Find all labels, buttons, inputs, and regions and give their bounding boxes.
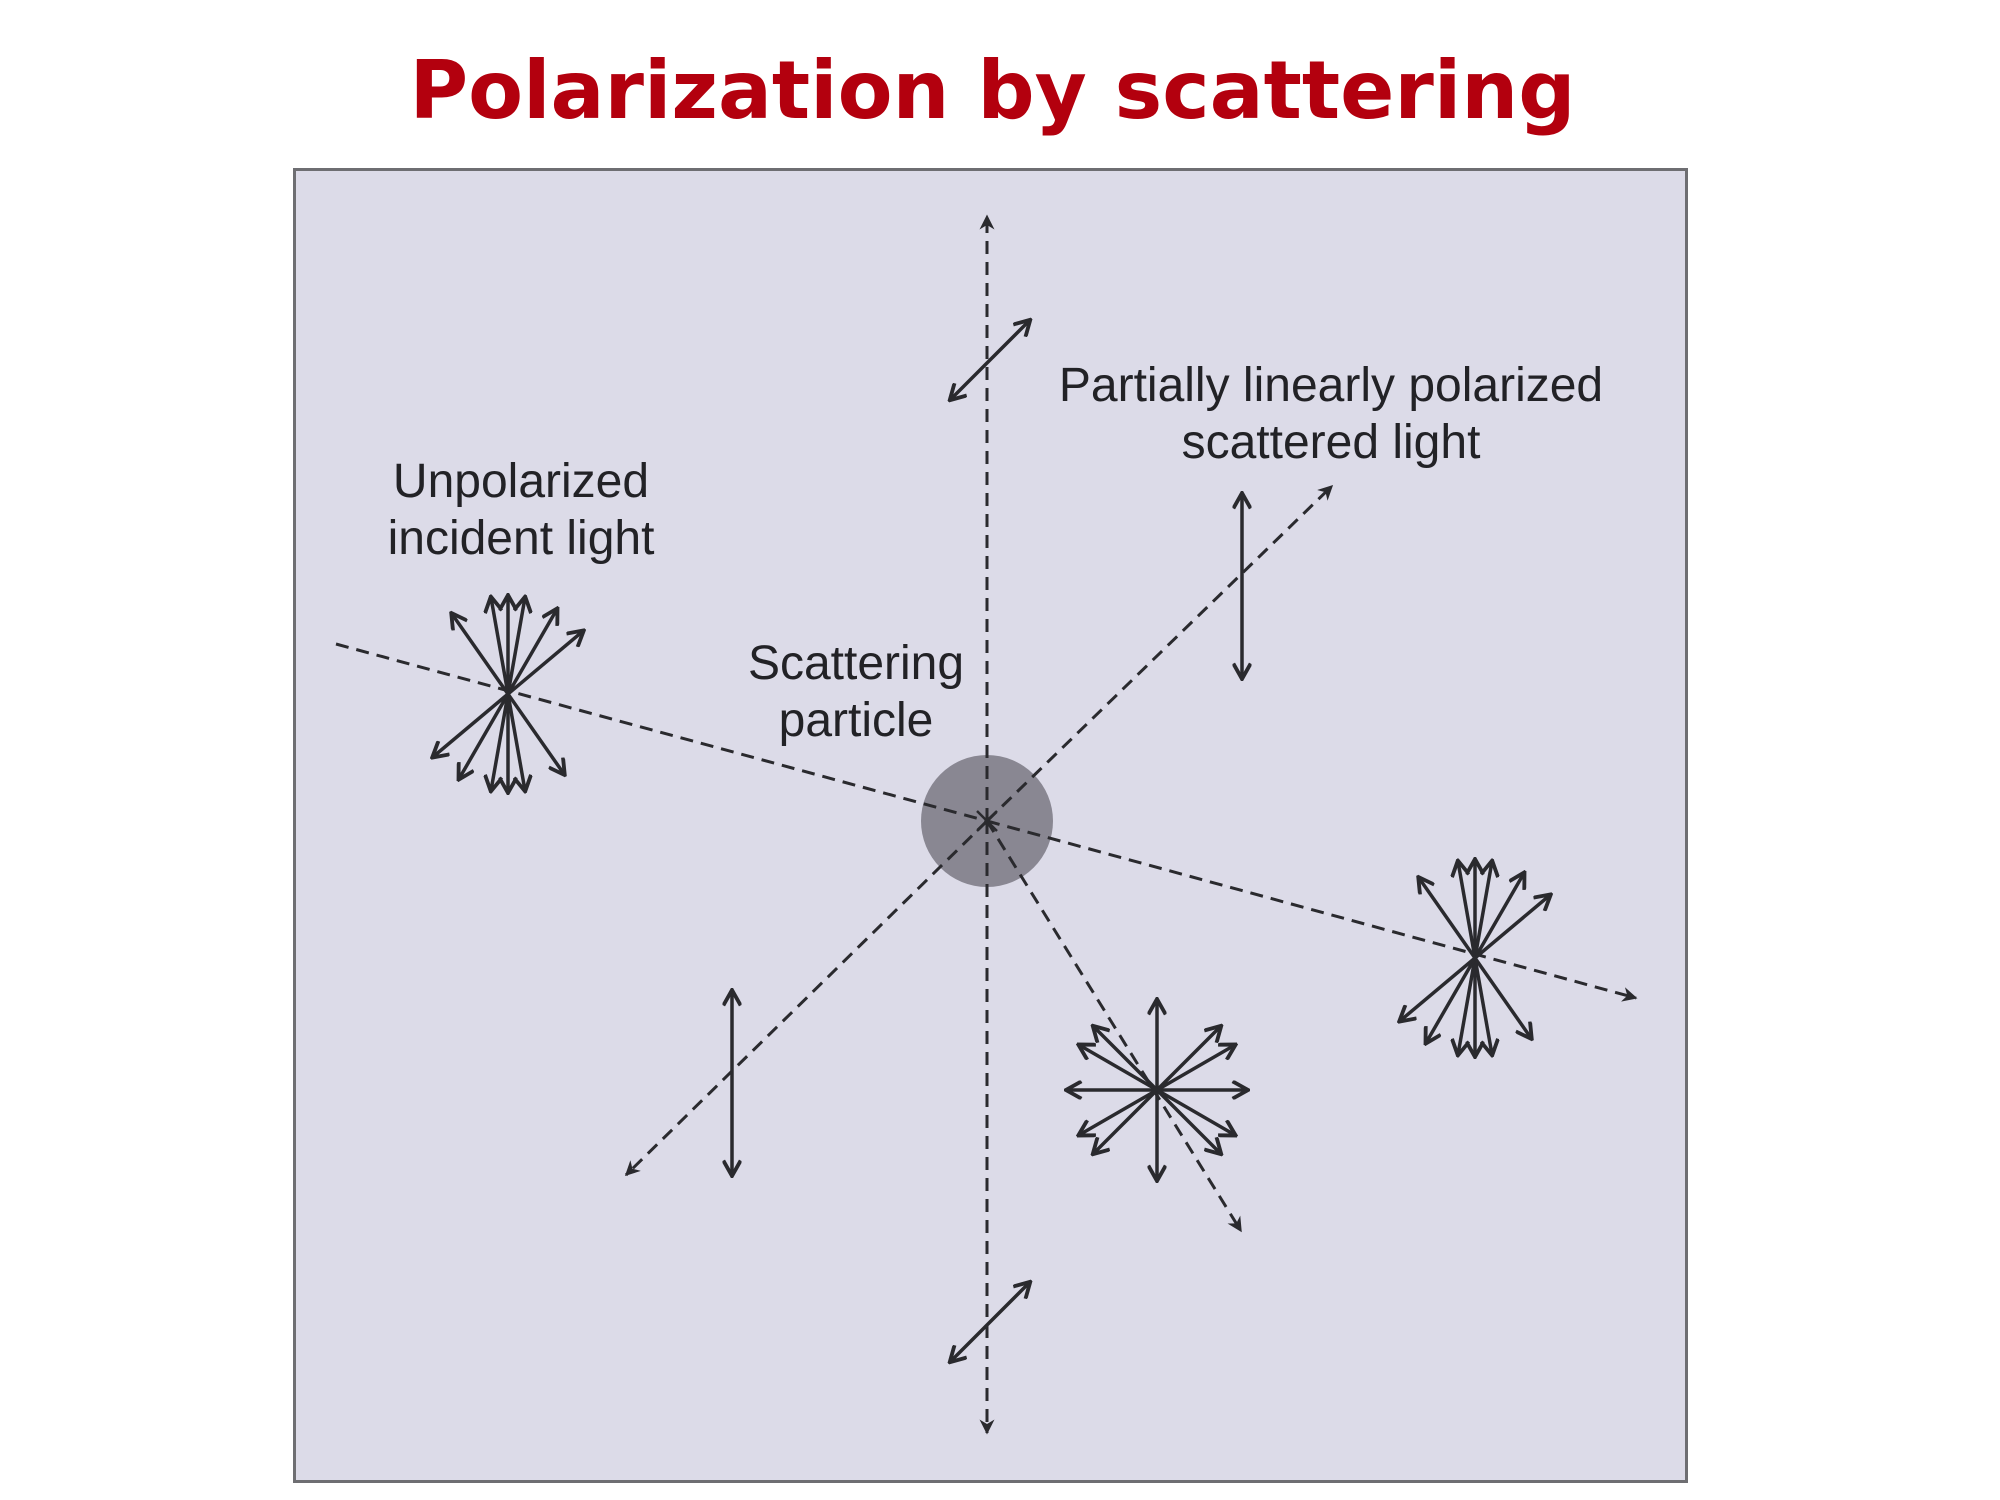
- particle-center-mark: [976, 810, 998, 832]
- scattering-diagram: Unpolarized incident light Scattering pa…: [293, 168, 1688, 1483]
- top-polarized-arrow: [950, 320, 1029, 399]
- upper-right-ray: [985, 484, 1334, 823]
- incident-unpolarized-arrow-6: [433, 631, 583, 757]
- label-scattering-particle: Scattering particle: [747, 637, 965, 747]
- polarization-vectors: [433, 320, 1550, 1361]
- label-partially-polarized-light: Partially linearly polarized scattered l…: [1058, 359, 1604, 469]
- oblique-scattered-arrow-6: [1079, 1045, 1235, 1135]
- slide-title: Polarization by scattering: [409, 44, 1576, 137]
- lower-right-ray: [985, 820, 1243, 1233]
- forward-unpolarized-arrow-6: [1400, 895, 1550, 1021]
- lower-left-ray: [624, 819, 989, 1177]
- diagram-canvas: [335, 214, 1638, 1435]
- bottom-polarized-arrow: [950, 1282, 1029, 1361]
- forward-ray: [986, 819, 1638, 1002]
- label-unpolarized-incident-light: Unpolarized incident light: [387, 455, 655, 565]
